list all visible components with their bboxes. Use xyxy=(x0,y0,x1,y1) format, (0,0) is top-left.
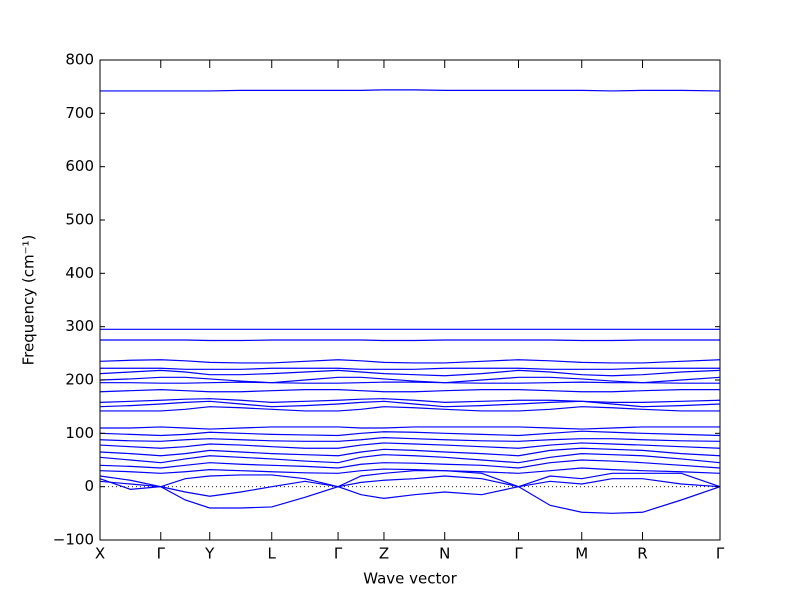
band xyxy=(99,470,721,488)
y-tick-label: 600 xyxy=(65,157,94,175)
band xyxy=(99,388,720,393)
band xyxy=(99,467,721,474)
band xyxy=(99,369,721,377)
band xyxy=(99,436,721,442)
y-tick-label: 800 xyxy=(65,51,94,69)
x-tick-label: Γ xyxy=(716,545,725,563)
y-tick-label: 0 xyxy=(84,477,94,495)
band xyxy=(99,430,721,437)
x-tick-label: Y xyxy=(204,545,215,563)
y-tick-label: 500 xyxy=(65,211,94,229)
x-tick-label: Γ xyxy=(514,545,523,563)
y-tick-label: 700 xyxy=(65,104,94,122)
y-tick-label: −100 xyxy=(53,531,94,549)
band xyxy=(100,89,721,92)
x-tick-label: Γ xyxy=(334,545,343,563)
band xyxy=(99,400,721,408)
band xyxy=(99,480,721,514)
band xyxy=(99,442,721,449)
y-tick-label: 300 xyxy=(65,317,94,335)
x-tick-label: R xyxy=(637,545,647,563)
band xyxy=(100,367,720,370)
x-tick-label: X xyxy=(95,545,105,563)
x-axis-label: Wave vector xyxy=(363,570,457,588)
band xyxy=(99,459,721,469)
y-axis-label: Frequency (cm⁻¹) xyxy=(20,235,38,366)
x-tick-label: L xyxy=(268,545,277,563)
y-tick-label: 200 xyxy=(65,371,94,389)
band xyxy=(99,398,721,404)
x-tick-label: Z xyxy=(379,545,389,563)
x-tick-label: M xyxy=(575,545,588,563)
band xyxy=(100,339,720,342)
band xyxy=(100,426,720,430)
band xyxy=(99,376,721,384)
x-tick-label: N xyxy=(439,545,450,563)
band xyxy=(99,452,721,464)
band xyxy=(100,406,720,412)
band xyxy=(99,359,721,364)
y-tick-label: 400 xyxy=(65,264,94,282)
band xyxy=(99,447,721,457)
band xyxy=(100,381,720,384)
band xyxy=(99,475,721,497)
y-tick-label: 100 xyxy=(65,424,94,442)
plot-frame xyxy=(99,59,721,541)
x-tick-label: Γ xyxy=(157,545,166,563)
